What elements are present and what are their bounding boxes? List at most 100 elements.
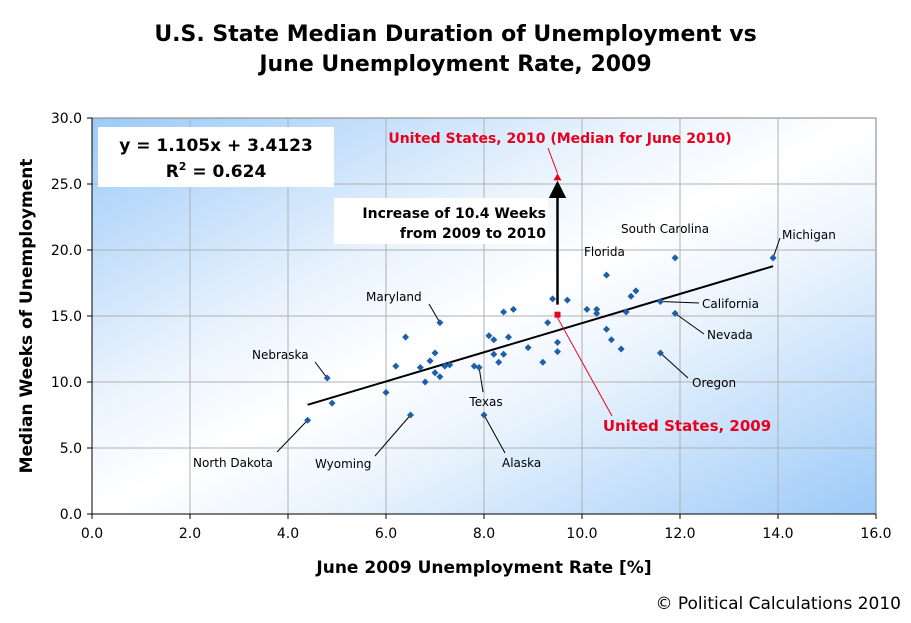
annotation-label: Florida <box>584 245 625 259</box>
annotation-label: Maryland <box>366 290 422 304</box>
data-point <box>549 295 557 303</box>
annotation-leader <box>276 419 308 453</box>
x-tick-label: 6.0 <box>375 526 397 542</box>
data-point <box>495 358 503 366</box>
data-point <box>475 363 483 371</box>
data-point <box>671 254 679 262</box>
data-point <box>603 271 610 279</box>
data-point <box>622 308 630 316</box>
y-tick-label: 20.0 <box>51 243 82 259</box>
annotation-label: North Dakota <box>193 456 273 470</box>
data-point <box>328 399 336 407</box>
data-point <box>632 287 640 295</box>
data-point <box>485 332 493 340</box>
data-point <box>500 308 508 316</box>
annotation-label: Texas <box>468 395 502 409</box>
data-point <box>583 305 591 313</box>
x-tick-label: 0.0 <box>81 526 103 542</box>
annotation-leader <box>314 361 328 379</box>
data-point <box>470 362 478 370</box>
data-point <box>769 254 777 262</box>
x-tick-label: 16.0 <box>860 526 891 542</box>
increase-label-line-1: Increase of 10.4 Weeks <box>362 206 546 222</box>
data-point <box>544 319 552 327</box>
data-point <box>607 336 615 344</box>
data-point <box>431 369 439 377</box>
annotation-leader <box>374 414 411 457</box>
chart-title-line-1: U.S. State Median Duration of Unemployme… <box>154 22 757 47</box>
annotation-leader <box>478 367 484 393</box>
annotation-label: Wyoming <box>315 457 371 471</box>
increase-box <box>334 198 548 244</box>
y-tick-label: 30.0 <box>51 111 82 127</box>
annotation-leaders <box>276 237 781 457</box>
x-tick-label: 10.0 <box>566 526 597 542</box>
data-point <box>402 333 410 341</box>
data-point <box>593 309 601 317</box>
data-point <box>490 336 498 344</box>
r-squared: R2 = 0.624 <box>166 160 267 182</box>
data-point <box>480 411 488 419</box>
data-point <box>441 362 449 370</box>
data-points <box>304 254 777 424</box>
x-tick-label: 14.0 <box>762 526 793 542</box>
annotation-leader <box>428 303 441 323</box>
data-point <box>627 292 635 300</box>
data-point <box>500 350 508 358</box>
annotation-label: Nevada <box>707 328 753 342</box>
equation-box <box>98 127 334 187</box>
annotation-label: Michigan <box>782 228 836 242</box>
x-axis-title: June 2009 Unemployment Rate [%] <box>315 558 651 578</box>
data-point <box>421 378 429 386</box>
annotation-label: Nebraska <box>252 348 309 362</box>
regression-equation: y = 1.105x + 3.4123 <box>119 136 313 156</box>
annotation-leader <box>483 414 506 454</box>
annotation-label: Oregon <box>692 376 736 390</box>
data-point <box>416 363 424 371</box>
data-point <box>617 345 625 353</box>
increase-label-line-2: from 2009 to 2010 <box>400 226 546 242</box>
data-point <box>304 416 312 424</box>
data-point <box>671 309 679 317</box>
data-point <box>539 358 547 366</box>
data-point <box>426 357 434 365</box>
us-2010-label: United States, 2010 (Median for June 201… <box>388 131 731 147</box>
y-tick-label: 25.0 <box>51 177 82 193</box>
data-point <box>554 338 561 346</box>
data-point <box>593 305 601 313</box>
x-tick-label: 8.0 <box>473 526 495 542</box>
x-tick-label: 4.0 <box>277 526 299 542</box>
us-2009-label: United States, 2009 <box>603 417 771 435</box>
annotation-label: California <box>702 297 759 311</box>
annotation-leader <box>674 312 705 335</box>
chart-title-line-2: June Unemployment Rate, 2009 <box>259 52 652 77</box>
annotation-leader <box>660 300 700 304</box>
data-point <box>524 344 532 352</box>
data-point <box>436 373 444 381</box>
annotation-labels: Michigan South Carolina Florida California N… <box>193 222 836 471</box>
data-point <box>446 361 454 369</box>
us-2009-leader <box>557 317 613 417</box>
data-point <box>505 333 512 341</box>
y-tick-label: 0.0 <box>60 507 82 523</box>
axes: 0.0 2.0 4.0 6.0 8.0 10.0 12.0 14.0 16.0 0.0 5.0 10.… <box>51 111 892 542</box>
x-tick-label: 12.0 <box>664 526 695 542</box>
data-point <box>323 374 331 382</box>
data-point <box>431 349 439 357</box>
data-point <box>382 389 390 397</box>
y-axis-title: Median Weeks of Unemployment <box>17 159 37 474</box>
us-2010-leader <box>547 147 558 174</box>
x-tick-label: 2.0 <box>179 526 201 542</box>
annotation-label: Alaska <box>502 456 541 470</box>
data-point <box>554 348 561 356</box>
trendline <box>307 265 774 406</box>
annotation-leader <box>772 237 781 259</box>
y-tick-label: 10.0 <box>51 375 82 391</box>
trendline-segment <box>307 265 774 406</box>
annotation-leader <box>660 352 689 379</box>
y-tick-label: 15.0 <box>51 309 82 325</box>
data-point <box>563 296 571 304</box>
data-point <box>656 297 664 305</box>
data-point <box>490 350 498 358</box>
